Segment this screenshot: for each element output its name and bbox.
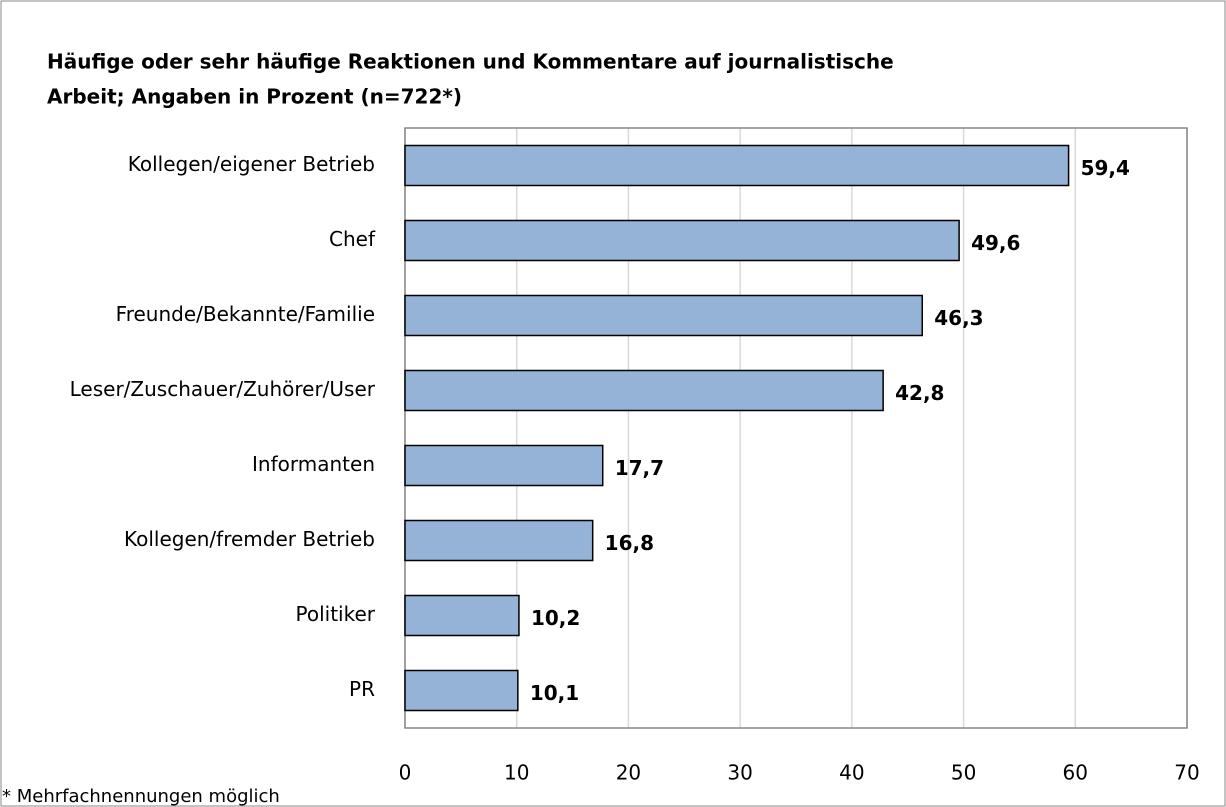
x-tick-label: 50 — [951, 761, 976, 785]
chart-title: Häufige oder sehr häufige Reaktionen und… — [47, 50, 894, 74]
x-tick-label: 60 — [1063, 761, 1088, 785]
value-label: 10,1 — [530, 681, 579, 705]
x-tick-label: 10 — [504, 761, 529, 785]
bar — [404, 594, 520, 637]
bar — [404, 669, 519, 712]
y-tick-label: Leser/Zuschauer/Zuhörer/User — [70, 377, 376, 401]
value-label: 17,7 — [615, 456, 664, 480]
y-tick-label: Politiker — [296, 602, 376, 626]
bar — [404, 294, 923, 337]
y-tick-label: Kollegen/eigener Betrieb — [128, 152, 375, 176]
y-tick-label: Kollegen/fremder Betrieb — [124, 527, 375, 551]
y-tick-label: PR — [349, 677, 375, 701]
chart-title: Arbeit; Angaben in Prozent (n=722*) — [47, 85, 462, 109]
x-tick-label: 0 — [399, 761, 412, 785]
footnote: * Mehrfachnennungen möglich — [2, 786, 280, 807]
bar — [404, 369, 884, 412]
value-label: 59,4 — [1081, 156, 1130, 180]
x-tick-label: 20 — [616, 761, 641, 785]
y-tick-label: Chef — [329, 227, 376, 251]
bar — [404, 444, 604, 487]
bar — [404, 519, 594, 562]
plot-frame — [404, 127, 1188, 729]
y-tick-label: Informanten — [252, 452, 375, 476]
bar — [404, 219, 960, 262]
x-tick-label: 40 — [839, 761, 864, 785]
x-tick-label: 30 — [727, 761, 752, 785]
value-label: 49,6 — [971, 231, 1020, 255]
value-label: 46,3 — [934, 306, 983, 330]
value-label: 10,2 — [531, 606, 580, 630]
bar — [404, 144, 1070, 187]
value-label: 16,8 — [605, 531, 654, 555]
y-tick-label: Freunde/Bekannte/Familie — [116, 302, 375, 326]
x-tick-label: 70 — [1174, 761, 1199, 785]
value-label: 42,8 — [895, 381, 944, 405]
